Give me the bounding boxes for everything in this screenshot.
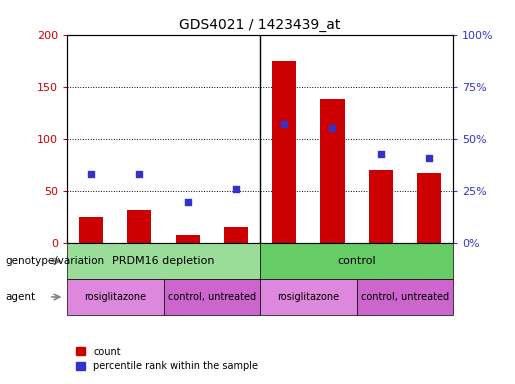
Text: genotype/variation: genotype/variation — [5, 256, 104, 266]
Point — [376, 151, 385, 157]
Point — [232, 186, 240, 192]
Bar — [369, 170, 393, 243]
Bar — [67, 279, 163, 315]
Point — [280, 121, 288, 127]
Bar — [79, 217, 103, 243]
Point — [425, 155, 433, 161]
Text: control, untreated: control, untreated — [168, 292, 256, 302]
Bar — [417, 174, 441, 243]
Bar — [176, 235, 200, 243]
Text: agent: agent — [5, 292, 35, 302]
Bar — [320, 99, 345, 243]
Bar — [356, 279, 453, 315]
Bar — [163, 279, 260, 315]
Point — [87, 171, 95, 177]
Bar — [67, 243, 260, 279]
Bar — [272, 61, 296, 243]
Text: rosiglitazone: rosiglitazone — [84, 292, 146, 302]
Bar — [260, 279, 356, 315]
Text: control: control — [337, 256, 376, 266]
Legend: count, percentile rank within the sample: count, percentile rank within the sample — [72, 343, 262, 375]
Point — [135, 171, 144, 177]
Point — [329, 126, 337, 132]
Bar — [127, 210, 151, 243]
Bar — [260, 243, 453, 279]
Title: GDS4021 / 1423439_at: GDS4021 / 1423439_at — [179, 18, 341, 32]
Text: PRDM16 depletion: PRDM16 depletion — [112, 256, 215, 266]
Text: rosiglitazone: rosiglitazone — [277, 292, 339, 302]
Point — [183, 199, 192, 205]
Text: control, untreated: control, untreated — [361, 292, 449, 302]
Bar — [224, 227, 248, 243]
